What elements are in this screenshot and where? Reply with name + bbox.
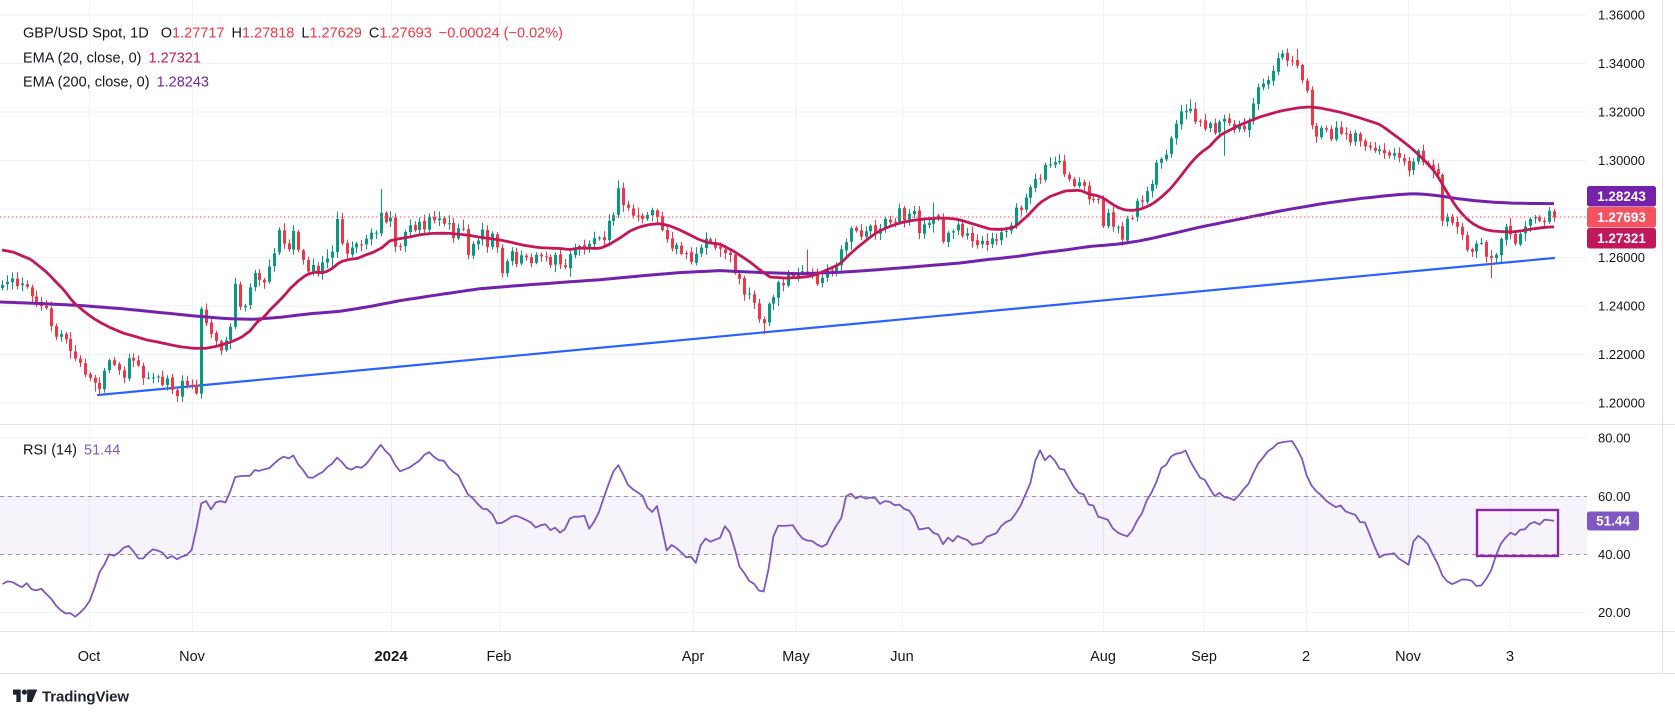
- svg-text:EMA (200, close, 0) 1.28243: EMA (200, close, 0) 1.28243: [23, 75, 209, 91]
- svg-text:1.30000: 1.30000: [1598, 153, 1645, 168]
- svg-text:1.24000: 1.24000: [1598, 299, 1645, 314]
- svg-text:60.00: 60.00: [1598, 489, 1631, 504]
- svg-text:Nov: Nov: [179, 649, 206, 665]
- svg-text:20.00: 20.00: [1598, 605, 1631, 620]
- svg-text:Aug: Aug: [1090, 649, 1116, 665]
- svg-text:Jun: Jun: [890, 649, 913, 665]
- svg-text:TradingView: TradingView: [42, 689, 129, 706]
- svg-text:1.27321: 1.27321: [1597, 231, 1646, 246]
- svg-text:1.20000: 1.20000: [1598, 396, 1645, 411]
- svg-text:Oct: Oct: [78, 649, 101, 665]
- svg-text:51.44: 51.44: [1596, 514, 1630, 529]
- svg-text:Feb: Feb: [487, 649, 512, 665]
- svg-text:1.36000: 1.36000: [1598, 8, 1645, 23]
- svg-text:80.00: 80.00: [1598, 431, 1631, 446]
- svg-text:2: 2: [1302, 649, 1310, 665]
- svg-text:EMA (20, close, 0) 1.27321: EMA (20, close, 0) 1.27321: [23, 51, 201, 67]
- svg-text:1.34000: 1.34000: [1598, 56, 1645, 71]
- svg-text:RSI (14) 51.44: RSI (14) 51.44: [23, 443, 120, 459]
- svg-text:1.28243: 1.28243: [1597, 189, 1646, 204]
- svg-text:1.26000: 1.26000: [1598, 250, 1645, 265]
- svg-text:1.22000: 1.22000: [1598, 347, 1645, 362]
- svg-text:Sep: Sep: [1191, 649, 1217, 665]
- svg-text:1.27693: 1.27693: [1597, 210, 1646, 225]
- svg-text:Apr: Apr: [682, 649, 705, 665]
- svg-text:40.00: 40.00: [1598, 547, 1631, 562]
- svg-text:Nov: Nov: [1395, 649, 1422, 665]
- svg-text:2024: 2024: [374, 648, 408, 665]
- svg-text:1.32000: 1.32000: [1598, 105, 1645, 120]
- svg-text:3: 3: [1506, 649, 1514, 665]
- svg-text:May: May: [782, 649, 810, 665]
